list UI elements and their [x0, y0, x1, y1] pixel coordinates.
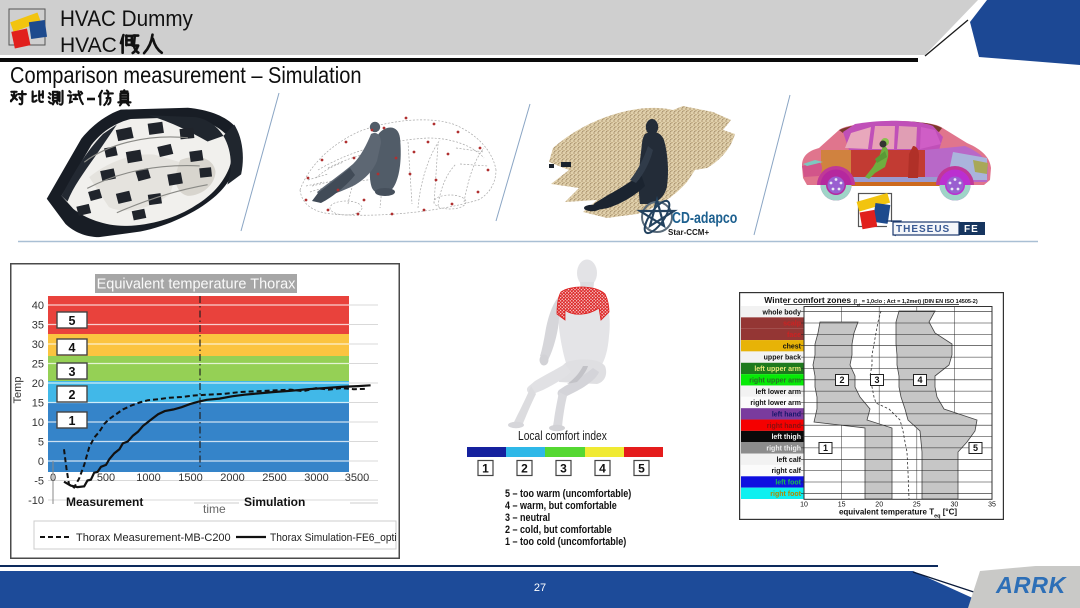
svg-text:3500: 3500 [345, 472, 369, 484]
svg-text:left hand: left hand [772, 411, 801, 418]
svg-text:left upper arm: left upper arm [754, 366, 801, 373]
svg-text:3000: 3000 [304, 472, 328, 484]
svg-text:3: 3 [874, 375, 879, 385]
svg-text:15: 15 [838, 502, 846, 509]
svg-text:face: face [787, 332, 801, 339]
svg-text:2: 2 [521, 462, 528, 476]
svg-text:10: 10 [32, 417, 44, 429]
svg-text:4: 4 [599, 462, 606, 476]
svg-text:time: time [203, 502, 226, 516]
svg-text:35: 35 [988, 502, 996, 509]
svg-text:1: 1 [823, 443, 828, 453]
svg-text:25: 25 [913, 502, 921, 509]
svg-text:5: 5 [973, 443, 978, 453]
svg-text:THESEUS: THESEUS [896, 224, 950, 235]
svg-text:25: 25 [32, 359, 44, 371]
svg-text:1500: 1500 [178, 472, 202, 484]
svg-text:ARRK: ARRK [995, 572, 1067, 598]
svg-text:3: 3 [69, 365, 76, 379]
svg-text:CD-adapco: CD-adapco [672, 209, 738, 227]
svg-text:Star-CCM+: Star-CCM+ [668, 228, 709, 237]
svg-text:right lower arm: right lower arm [750, 400, 801, 407]
svg-text:4: 4 [69, 341, 76, 355]
svg-text:-10: -10 [28, 495, 44, 507]
svg-text:Thorax Measurement-MB-C200: Thorax Measurement-MB-C200 [76, 532, 231, 544]
svg-text:upper back: upper back [764, 355, 801, 362]
svg-text:scalp: scalp [783, 321, 801, 328]
svg-text:left thigh: left thigh [771, 434, 801, 441]
svg-text:4: 4 [917, 375, 922, 385]
svg-text:30: 30 [32, 339, 44, 351]
svg-text:Winter comfort zones (Icl = 1,: Winter comfort zones (Icl = 1,0clo ; Act… [764, 295, 978, 307]
svg-text:2000: 2000 [220, 472, 244, 484]
svg-text:40: 40 [32, 300, 44, 312]
svg-text:1000: 1000 [136, 472, 160, 484]
svg-text:right thigh: right thigh [766, 446, 801, 453]
svg-text:20: 20 [875, 502, 883, 509]
svg-text:30: 30 [951, 502, 959, 509]
svg-text:chest: chest [783, 343, 802, 350]
svg-text:Temp: Temp [12, 377, 24, 404]
svg-text:Equivalent temperature Thorax: Equivalent temperature Thorax [97, 277, 297, 293]
svg-text:5: 5 [638, 462, 645, 476]
svg-text:35: 35 [32, 320, 44, 332]
svg-text:left foot: left foot [775, 480, 801, 487]
svg-text:Simulation: Simulation [244, 495, 305, 509]
svg-text:right hand: right hand [767, 423, 801, 430]
svg-text:1: 1 [482, 462, 489, 476]
svg-text:right foot: right foot [770, 491, 801, 498]
svg-text:0: 0 [38, 456, 44, 468]
svg-text:-5: -5 [34, 476, 44, 488]
svg-text:15: 15 [32, 398, 44, 410]
svg-text:right upper arm: right upper arm [749, 377, 801, 384]
svg-text:Measurement: Measurement [66, 495, 143, 509]
svg-text:left lower arm: left lower arm [755, 389, 801, 396]
svg-text:500: 500 [97, 472, 115, 484]
svg-text:FE: FE [964, 224, 979, 235]
svg-text:5: 5 [38, 437, 44, 449]
svg-text:whole body: whole body [762, 309, 802, 316]
svg-text:right calf: right calf [771, 468, 801, 475]
svg-text:20: 20 [32, 378, 44, 390]
svg-text:2500: 2500 [262, 472, 286, 484]
svg-text:3: 3 [560, 462, 567, 476]
svg-text:Thorax Simulation-FE6_opti: Thorax Simulation-FE6_opti [270, 532, 397, 544]
svg-text:2: 2 [839, 375, 844, 385]
svg-text:left calf: left calf [776, 457, 801, 464]
svg-text:10: 10 [800, 502, 808, 509]
svg-text:5: 5 [69, 314, 76, 328]
svg-text:1: 1 [69, 414, 76, 428]
svg-text:2: 2 [69, 388, 76, 402]
